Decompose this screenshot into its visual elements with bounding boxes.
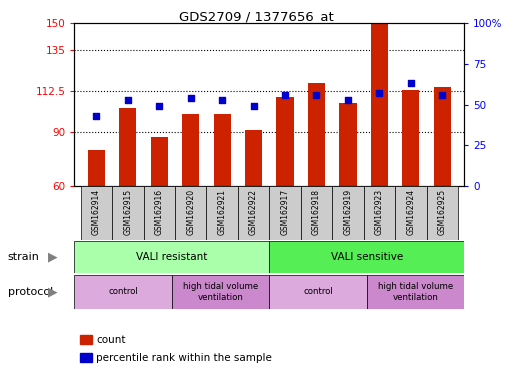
Point — [92, 113, 101, 119]
Bar — [175, 186, 206, 240]
Bar — [364, 186, 395, 240]
Point — [407, 80, 415, 86]
Text: GSM162922: GSM162922 — [249, 189, 258, 235]
Text: GSM162915: GSM162915 — [123, 189, 132, 235]
Bar — [119, 108, 136, 186]
Text: GSM162923: GSM162923 — [375, 189, 384, 235]
Point — [344, 97, 352, 103]
Text: GSM162918: GSM162918 — [312, 189, 321, 235]
Bar — [213, 114, 231, 186]
Text: high tidal volume
ventilation: high tidal volume ventilation — [183, 282, 258, 301]
Point — [249, 103, 258, 109]
Bar — [74, 241, 269, 273]
Point — [376, 90, 384, 96]
Bar — [269, 275, 367, 309]
Text: GDS2709 / 1377656_at: GDS2709 / 1377656_at — [179, 10, 334, 23]
Bar — [172, 275, 269, 309]
Bar — [402, 90, 420, 186]
Text: control: control — [108, 287, 138, 296]
Bar — [332, 186, 364, 240]
Point — [312, 92, 321, 98]
Point — [124, 97, 132, 103]
Text: control: control — [303, 287, 333, 296]
Bar — [395, 186, 426, 240]
Text: GSM162924: GSM162924 — [406, 189, 416, 235]
Text: GSM162914: GSM162914 — [92, 189, 101, 235]
Bar — [426, 186, 458, 240]
Point — [155, 103, 163, 109]
Bar — [433, 86, 451, 186]
Point — [187, 95, 195, 101]
Bar — [112, 186, 144, 240]
Text: GSM162917: GSM162917 — [281, 189, 289, 235]
Bar — [88, 150, 105, 186]
Text: VALI sensitive: VALI sensitive — [331, 252, 403, 262]
Bar — [245, 130, 262, 186]
Bar — [74, 275, 172, 309]
Text: percentile rank within the sample: percentile rank within the sample — [96, 353, 272, 363]
Bar — [238, 186, 269, 240]
Bar — [367, 275, 464, 309]
Bar — [81, 186, 112, 240]
Bar — [371, 23, 388, 186]
Bar — [206, 186, 238, 240]
Text: GSM162920: GSM162920 — [186, 189, 195, 235]
Bar — [144, 186, 175, 240]
Bar — [269, 241, 464, 273]
Bar — [182, 114, 200, 186]
Text: VALI resistant: VALI resistant — [136, 252, 208, 262]
Text: GSM162919: GSM162919 — [343, 189, 352, 235]
Point — [281, 92, 289, 98]
Bar — [301, 186, 332, 240]
Text: GSM162925: GSM162925 — [438, 189, 447, 235]
Text: count: count — [96, 335, 126, 345]
Point — [218, 97, 226, 103]
Point — [438, 92, 446, 98]
Text: GSM162921: GSM162921 — [218, 189, 227, 235]
Bar — [339, 103, 357, 186]
Text: strain: strain — [8, 252, 40, 262]
Text: ▶: ▶ — [48, 250, 57, 263]
Bar — [269, 186, 301, 240]
Text: ▶: ▶ — [48, 285, 57, 298]
Bar — [308, 83, 325, 186]
Text: high tidal volume
ventilation: high tidal volume ventilation — [378, 282, 453, 301]
Bar — [151, 137, 168, 186]
Text: protocol: protocol — [8, 287, 53, 297]
Bar — [277, 98, 293, 186]
Text: GSM162916: GSM162916 — [155, 189, 164, 235]
